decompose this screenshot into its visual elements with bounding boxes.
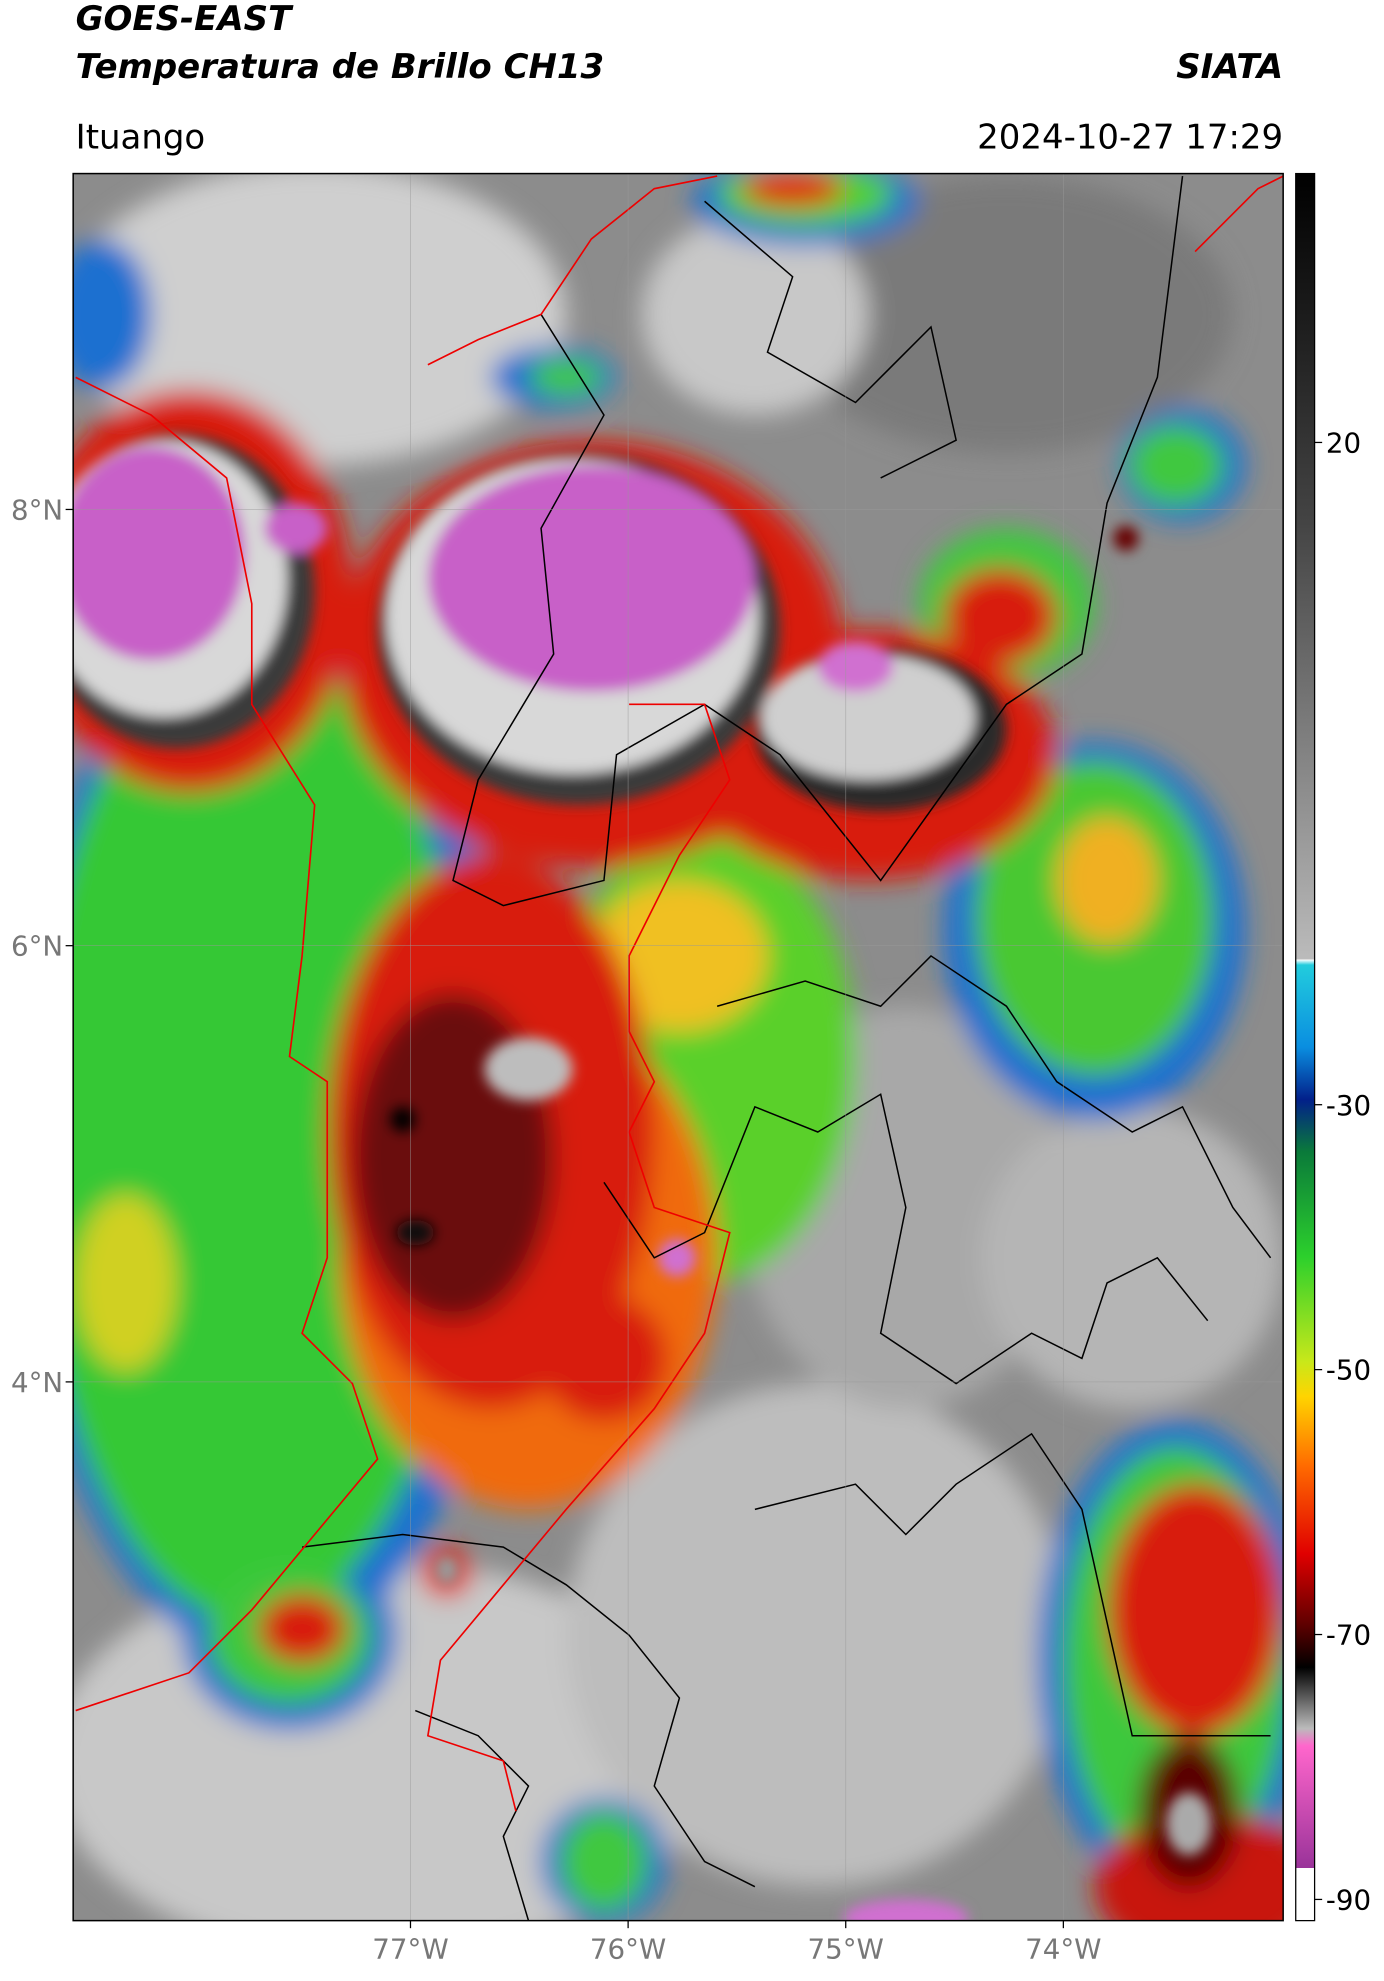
subtitle: Temperatura de Brillo CH13 (76, 47, 604, 87)
lon-label: 75°W (808, 1932, 884, 1965)
lat-label: 8°N (11, 494, 63, 527)
graticule (73, 173, 1284, 1921)
source: SIATA (1176, 47, 1283, 87)
colorbar-label: 20 (1326, 427, 1361, 460)
lat-label: 6°N (11, 930, 63, 963)
timestamp: 2024-10-27 17:29 (977, 117, 1283, 157)
lat-label: 4°N (11, 1366, 63, 1399)
lon-label: 77°W (372, 1932, 448, 1965)
title: GOES-EAST (76, 0, 294, 39)
lon-label: 76°W (590, 1932, 666, 1965)
lon-label: 74°W (1025, 1932, 1101, 1965)
colorbar (1295, 172, 1316, 1922)
map-frame (72, 172, 1284, 1922)
colorbar-label: -50 (1326, 1354, 1371, 1387)
location: Ituango (76, 117, 206, 157)
colorbar-label: -30 (1326, 1089, 1371, 1122)
colorbar-label: -70 (1326, 1619, 1371, 1652)
satellite-image (73, 173, 1284, 1921)
colorbar-label: -90 (1326, 1883, 1371, 1916)
